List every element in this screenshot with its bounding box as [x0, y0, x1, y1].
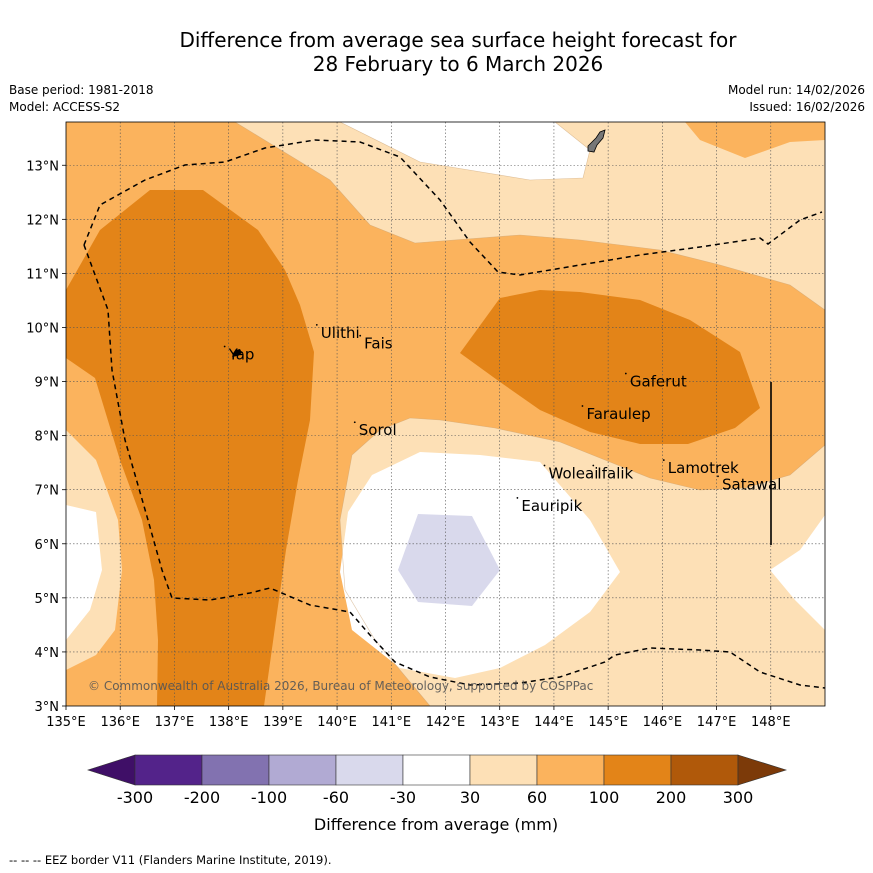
place-label: Gaferut [630, 373, 687, 391]
colorbar-bin [268, 754, 337, 786]
place-marker [516, 497, 519, 499]
tick-label-lon: 148°E [751, 715, 791, 730]
place-marker [717, 475, 719, 478]
chart-title: Difference from average sea surface heig… [0, 28, 873, 76]
tick-label-lon: 137°E [155, 715, 195, 730]
colorbar-extend-high [737, 754, 788, 786]
tick-label-lat: 8°N [35, 430, 60, 445]
colorbar-bin [670, 754, 739, 786]
place-label: Ulithi [321, 324, 360, 342]
place-label: Faraulep [586, 405, 650, 423]
tick-label-lon: 139°E [263, 715, 303, 730]
colorbar-bin [603, 754, 672, 786]
tick-label-lat: 7°N [35, 484, 60, 499]
tick-label-lon: 141°E [372, 715, 412, 730]
colorbar-tick-label: -300 [117, 788, 153, 807]
title-line-1: Difference from average sea surface heig… [179, 28, 737, 52]
colorbar-extend-low [87, 754, 136, 786]
colorbar-bin [201, 754, 270, 786]
colorbar-tick-label: 200 [656, 788, 687, 807]
tick-label-lat: 10°N [26, 321, 59, 336]
colorbar-title: Difference from average (mm) [314, 815, 558, 834]
title-line-2: 28 February to 6 March 2026 [312, 52, 604, 76]
tick-label-lat: 12°N [26, 213, 59, 228]
yap-landmass [232, 349, 242, 357]
tick-label-lon: 138°E [209, 715, 249, 730]
colorbar-bin [335, 754, 404, 786]
place-marker [592, 464, 595, 467]
tick-label-lon: 144°E [534, 715, 574, 730]
tick-label-lat: 6°N [35, 538, 60, 553]
meta-right: Model run: 14/02/2026 Issued: 16/02/2026 [728, 82, 865, 116]
tick-label-lat: 4°N [35, 646, 60, 661]
place-label: Eauripik [521, 497, 582, 515]
tick-label-lat: 9°N [35, 376, 60, 391]
tick-label-lon: 140°E [317, 715, 357, 730]
tick-label-lon: 145°E [588, 715, 628, 730]
tick-label-lat: 3°N [35, 700, 60, 715]
place-label: Yap [228, 346, 255, 364]
tick-label-lon: 146°E [643, 715, 683, 730]
colorbar: -300 -200 -100 -60 -30 30 60 100 200 300 [87, 754, 788, 807]
model-name: Model: ACCESS-S2 [9, 100, 121, 114]
place-label: Ifalik [597, 464, 633, 482]
colorbar-tick-label: 60 [527, 788, 547, 807]
contour-neutral-west [66, 505, 102, 640]
eez-border [83, 139, 826, 689]
colorbar-bin [469, 754, 538, 786]
tick-label-lon: 147°E [697, 715, 737, 730]
meta-left: Base period: 1981-2018 Model: ACCESS-S2 [9, 82, 154, 116]
place-marker [223, 345, 226, 348]
place-marker [359, 334, 362, 337]
colorbar-bin [134, 754, 203, 786]
axis-ticks: 135°E 136°E 137°E 138°E 139°E 140°E 141°E 142°E… [26, 159, 790, 730]
place-marker [543, 464, 546, 467]
copyright-text: © Commonwealth of Australia 2026, Bureau… [88, 679, 593, 693]
colorbar-bin [402, 754, 471, 786]
place-label: Satawal [722, 475, 781, 493]
model-run: Model run: 14/02/2026 [727, 83, 865, 97]
place-label: Lamotrek [668, 459, 739, 477]
tick-label-lat: 11°N [26, 267, 59, 282]
colorbar-tick-label: -100 [251, 788, 287, 807]
tick-label-lon: 143°E [480, 715, 520, 730]
contour-60-100-northeast [685, 122, 825, 158]
tick-label-lon: 142°E [426, 715, 466, 730]
colorbar-tick-label: 300 [723, 788, 754, 807]
tick-label-lat: 13°N [26, 159, 59, 174]
colorbar-bin [536, 754, 605, 786]
colorbar-tick-label: 30 [460, 788, 480, 807]
contour-neutral-east [770, 515, 825, 630]
colorbar-tick-label: 100 [589, 788, 620, 807]
contour-100-200-east [460, 290, 760, 444]
contour-negative-central [398, 514, 500, 606]
tick-label-lat: 5°N [35, 592, 60, 607]
contour-100-200-west [66, 190, 314, 706]
place-label: Woleai [549, 464, 599, 482]
place-marker [624, 372, 627, 375]
place-marker [662, 459, 665, 461]
place-marker [581, 405, 584, 407]
base-period: Base period: 1981-2018 [9, 83, 154, 97]
place-marker [353, 421, 356, 424]
footer-note: -- -- -- EEZ border V11 (Flanders Marine… [9, 853, 332, 867]
colorbar-tick-label: -200 [184, 788, 220, 807]
place-label: Sorol [359, 421, 397, 439]
tick-label-lon: 136°E [100, 715, 140, 730]
colorbar-tick-label: -30 [390, 788, 416, 807]
guam-landmass [587, 129, 606, 153]
colorbar-tick-label: -60 [323, 788, 349, 807]
tick-label-lon: 135°E [46, 715, 86, 730]
issued-date: Issued: 16/02/2026 [749, 100, 865, 114]
place-label: Fais [364, 335, 393, 353]
place-marker [315, 323, 318, 326]
